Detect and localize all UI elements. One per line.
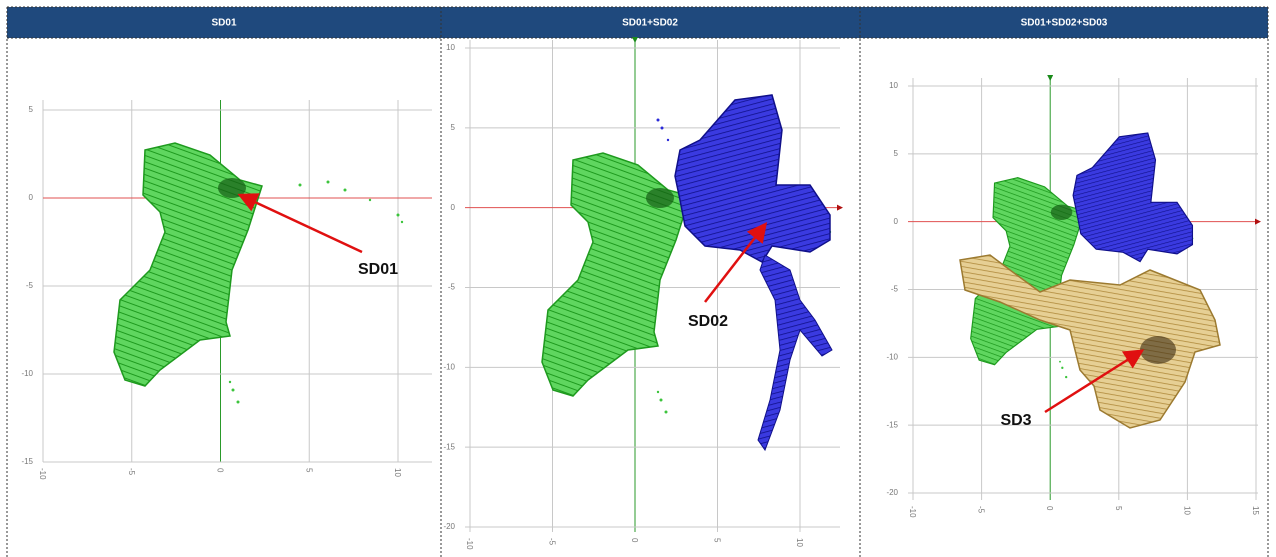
panel-header: SD01+SD02+SD03 [1021, 18, 1108, 29]
annotation: SD3 [1000, 412, 1031, 429]
y-tick-label: -10 [21, 369, 33, 378]
annotation-arrow [704, 222, 768, 303]
header-bar [7, 7, 1268, 38]
x-tick-label: -5 [548, 538, 557, 546]
x-tick-label: 5 [1114, 506, 1123, 511]
point-cloud-sd01 [113, 142, 404, 404]
y-tick-label: -20 [886, 488, 898, 497]
y-tick-label: -5 [448, 283, 456, 292]
y-tick-label: 5 [29, 105, 34, 114]
y-tick-label: 0 [29, 193, 34, 202]
panel-header: SD01 [211, 18, 236, 29]
y-tick-label: -5 [891, 285, 899, 294]
y-tick-label: -10 [886, 352, 898, 361]
y-tick-label: -15 [886, 420, 898, 429]
x-tick-label: 5 [304, 468, 313, 473]
y-tick-label: -15 [443, 442, 455, 451]
x-tick-label: -10 [38, 468, 47, 480]
x-tick-label: -5 [127, 468, 136, 476]
annotation: SD02 [688, 313, 728, 330]
x-tick-label: -10 [908, 506, 917, 518]
y-tick-label: 0 [451, 203, 456, 212]
x-tick-label: 10 [1182, 506, 1191, 515]
x-tick-label: 10 [795, 538, 804, 547]
y-tick-label: 0 [894, 217, 899, 226]
y-tick-label: 5 [451, 123, 456, 132]
x-tick-label: -5 [977, 506, 986, 514]
y-tick-label: -5 [26, 281, 34, 290]
point-cloud-sd02 [656, 94, 833, 452]
y-tick-label: -15 [21, 457, 33, 466]
x-tick-label: 0 [630, 538, 639, 543]
point-cloud-sd03 [959, 254, 1221, 429]
annotation-arrow [1044, 349, 1145, 414]
x-tick-label: 10 [393, 468, 402, 477]
y-tick-label: 5 [894, 149, 899, 158]
y-tick-label: -10 [443, 362, 455, 371]
x-tick-label: 5 [713, 538, 722, 543]
y-tick-label: -20 [443, 522, 455, 531]
x-tick-label: 15 [1251, 506, 1260, 515]
annotation: SD01 [358, 261, 398, 278]
y-tick-label: 10 [889, 81, 898, 90]
panel-header: SD01+SD02 [622, 18, 678, 29]
x-tick-label: 0 [216, 468, 225, 473]
y-tick-label: 10 [446, 43, 455, 52]
annotation-arrow [237, 193, 363, 254]
x-tick-label: 0 [1045, 506, 1054, 511]
plot-area [43, 100, 432, 462]
x-tick-label: -10 [465, 538, 474, 550]
point-cloud-sd02 [1072, 132, 1194, 263]
